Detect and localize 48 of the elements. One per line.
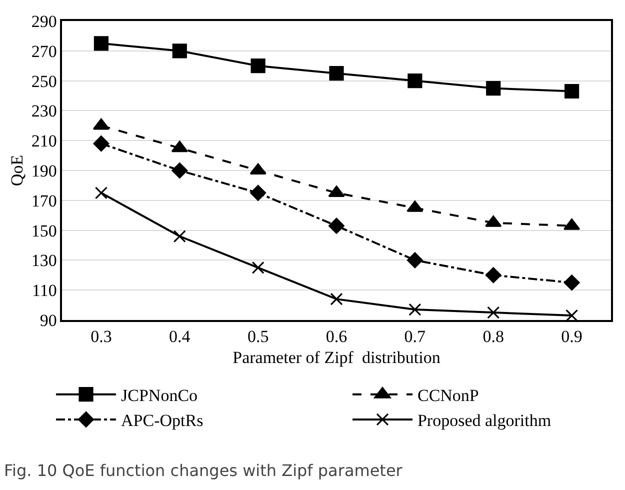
y-tick-label: 270 bbox=[31, 42, 57, 61]
y-axis-title: QoE bbox=[7, 154, 26, 186]
y-tick-label: 250 bbox=[31, 72, 57, 91]
y-tick-label: 210 bbox=[31, 132, 57, 151]
x-tick-label: 0.8 bbox=[482, 327, 504, 346]
point bbox=[486, 80, 501, 96]
y-tick-label: 290 bbox=[31, 12, 57, 31]
point bbox=[408, 303, 422, 316]
point bbox=[250, 58, 266, 74]
x-tick-label: 0.9 bbox=[561, 327, 582, 346]
x-axis-title: Parameter of Zipf distribution bbox=[232, 348, 441, 368]
point bbox=[172, 162, 188, 178]
y-tick-label: 170 bbox=[31, 191, 57, 210]
y-tick-label: 130 bbox=[31, 251, 57, 270]
point bbox=[564, 274, 580, 291]
point bbox=[565, 309, 578, 320]
point bbox=[329, 66, 344, 81]
point bbox=[406, 252, 423, 268]
x-tick-label: 0.5 bbox=[247, 327, 269, 346]
point bbox=[94, 186, 108, 200]
point bbox=[172, 44, 187, 58]
legend-label: CCNonP bbox=[417, 386, 479, 405]
y-tick-label: 230 bbox=[31, 102, 57, 121]
point bbox=[564, 84, 580, 99]
point bbox=[94, 36, 109, 51]
caption: Fig. 10 QoE function changes with Zipf parameter bbox=[4, 461, 403, 480]
x-tick-label: 0.4 bbox=[169, 327, 191, 346]
y-tick-label: 110 bbox=[32, 281, 57, 300]
point bbox=[252, 261, 264, 274]
y-tick-label: 150 bbox=[31, 221, 57, 240]
y-tick-label: 90 bbox=[40, 310, 57, 330]
y-tick-label: 190 bbox=[31, 161, 57, 180]
x-tick-label: 0.6 bbox=[326, 327, 348, 346]
legend-label: APC-OptRs bbox=[121, 411, 204, 430]
x-tick-label: 0.7 bbox=[404, 327, 426, 346]
point bbox=[250, 184, 266, 201]
point bbox=[328, 218, 344, 234]
legend-label: Proposed algorithm bbox=[417, 411, 552, 430]
point bbox=[408, 74, 422, 88]
legend-label: JCPNonCo bbox=[121, 386, 198, 405]
x-tick-label: 0.3 bbox=[90, 327, 112, 346]
point bbox=[173, 230, 186, 243]
point bbox=[171, 140, 188, 152]
point bbox=[485, 267, 502, 284]
point bbox=[487, 306, 500, 319]
point bbox=[330, 292, 343, 306]
point bbox=[250, 163, 266, 175]
point bbox=[93, 136, 110, 152]
